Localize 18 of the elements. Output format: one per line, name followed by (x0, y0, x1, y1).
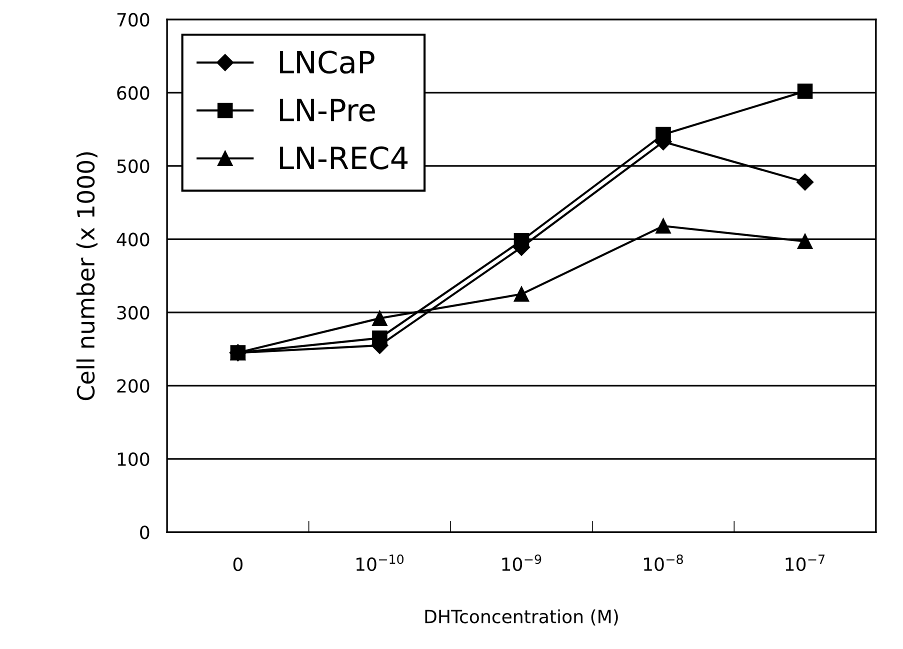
x-tick-label: 0 (233, 558, 242, 572)
legend-label: LN-Pre (280, 98, 375, 122)
x-tick-label: 10$^{−10}$ (356, 554, 404, 572)
y-tick-label: 300 (117, 306, 150, 320)
y-tick-label: 100 (118, 452, 150, 466)
y-tick-label: 500 (117, 159, 150, 174)
y-tick-label: 700 (117, 12, 150, 27)
x-tick-label: 10$^{−7}$ (786, 554, 825, 572)
y-tick-label: 400 (116, 232, 150, 246)
legend-label: LN-REC4 (280, 146, 408, 170)
legend-label: LNCaP (280, 50, 374, 74)
y-axis-title: Cell number (x 1000) (76, 152, 98, 400)
y-tick-label: 200 (117, 379, 150, 393)
x-tick-label: 10$^{−8}$ (644, 554, 683, 572)
y-tick-label: 600 (117, 86, 150, 100)
x-axis-title: DHTconcentration (M) (425, 609, 618, 626)
y-tick-label: 0 (140, 526, 150, 540)
x-tick-label: 10$^{−9}$ (502, 554, 542, 572)
